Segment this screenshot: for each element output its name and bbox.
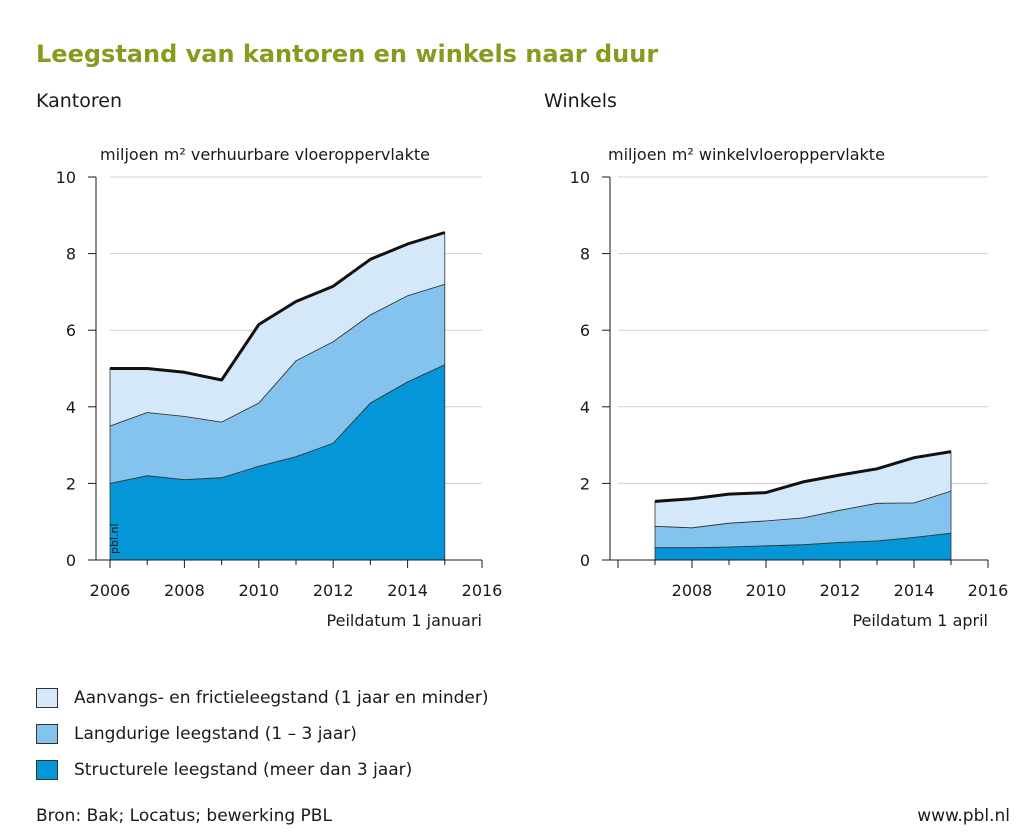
chart-title: Leegstand van kantoren en winkels naar d… (36, 40, 659, 68)
watermark: pbl.nl (108, 523, 121, 554)
legend: Aanvangs- en frictieleegstand (1 jaar en… (36, 680, 489, 788)
x-tick-label: 2014 (894, 581, 935, 600)
y-tick-label: 6 (66, 321, 76, 340)
total-line-winkels (654, 450, 952, 503)
y-tick-label: 2 (580, 474, 590, 493)
legend-item-short: Aanvangs- en frictieleegstand (1 jaar en… (36, 680, 489, 716)
y-tick-label: 10 (570, 168, 590, 187)
y-unit-label: miljoen m² verhuurbare vloeroppervlakte (100, 145, 430, 164)
total-line-kantoren (110, 231, 446, 382)
legend-label-medium: Langdurige leegstand (1 – 3 jaar) (74, 724, 357, 744)
x-axis-title: Peildatum 1 januari (327, 611, 482, 630)
legend-item-long: Structurele leegstand (meer dan 3 jaar) (36, 752, 489, 788)
x-axis-title: Peildatum 1 april (852, 611, 988, 630)
x-tick-label: 2014 (387, 581, 428, 600)
legend-label-short: Aanvangs- en frictieleegstand (1 jaar en… (74, 688, 489, 708)
y-tick-label: 4 (66, 398, 76, 417)
y-tick-label: 2 (66, 474, 76, 493)
x-tick-label: 2010 (746, 581, 787, 600)
website-link: www.pbl.nl (917, 806, 1010, 826)
subtitle-kantoren: Kantoren (36, 90, 123, 112)
legend-swatch-short (36, 688, 58, 708)
subtitle-winkels: Winkels (544, 90, 617, 112)
y-unit-label: miljoen m² winkelvloeroppervlakte (608, 145, 885, 164)
legend-item-medium: Langdurige leegstand (1 – 3 jaar) (36, 716, 489, 752)
x-tick-label: 2008 (164, 581, 205, 600)
y-tick-label: 4 (580, 398, 590, 417)
x-tick-label: 2006 (90, 581, 131, 600)
y-tick-label: 0 (580, 551, 590, 570)
legend-swatch-medium (36, 724, 58, 744)
y-tick-label: 0 (66, 551, 76, 570)
x-tick-label: 2016 (968, 581, 1009, 600)
chart-kantoren: 0 2 4 6 8 10 2006 2008 2010 2012 2014 2016 miljoen m… (56, 145, 503, 630)
x-tick-label: 2010 (238, 581, 279, 600)
y-tick-label: 6 (580, 321, 590, 340)
y-tick-label: 10 (56, 168, 76, 187)
y-tick-label: 8 (580, 245, 590, 264)
x-tick-label: 2016 (462, 581, 503, 600)
x-tick-label: 2012 (313, 581, 354, 600)
chart-winkels: 0 2 4 6 8 10 2008 2010 2012 2014 2016 miljoen m² wi… (570, 145, 1009, 630)
legend-label-long: Structurele leegstand (meer dan 3 jaar) (74, 760, 413, 780)
x-tick-label: 2012 (820, 581, 861, 600)
y-tick-label: 8 (66, 245, 76, 264)
legend-swatch-long (36, 760, 58, 780)
source-note: Bron: Bak; Locatus; bewerking PBL (36, 806, 332, 826)
x-tick-label: 2008 (672, 581, 713, 600)
